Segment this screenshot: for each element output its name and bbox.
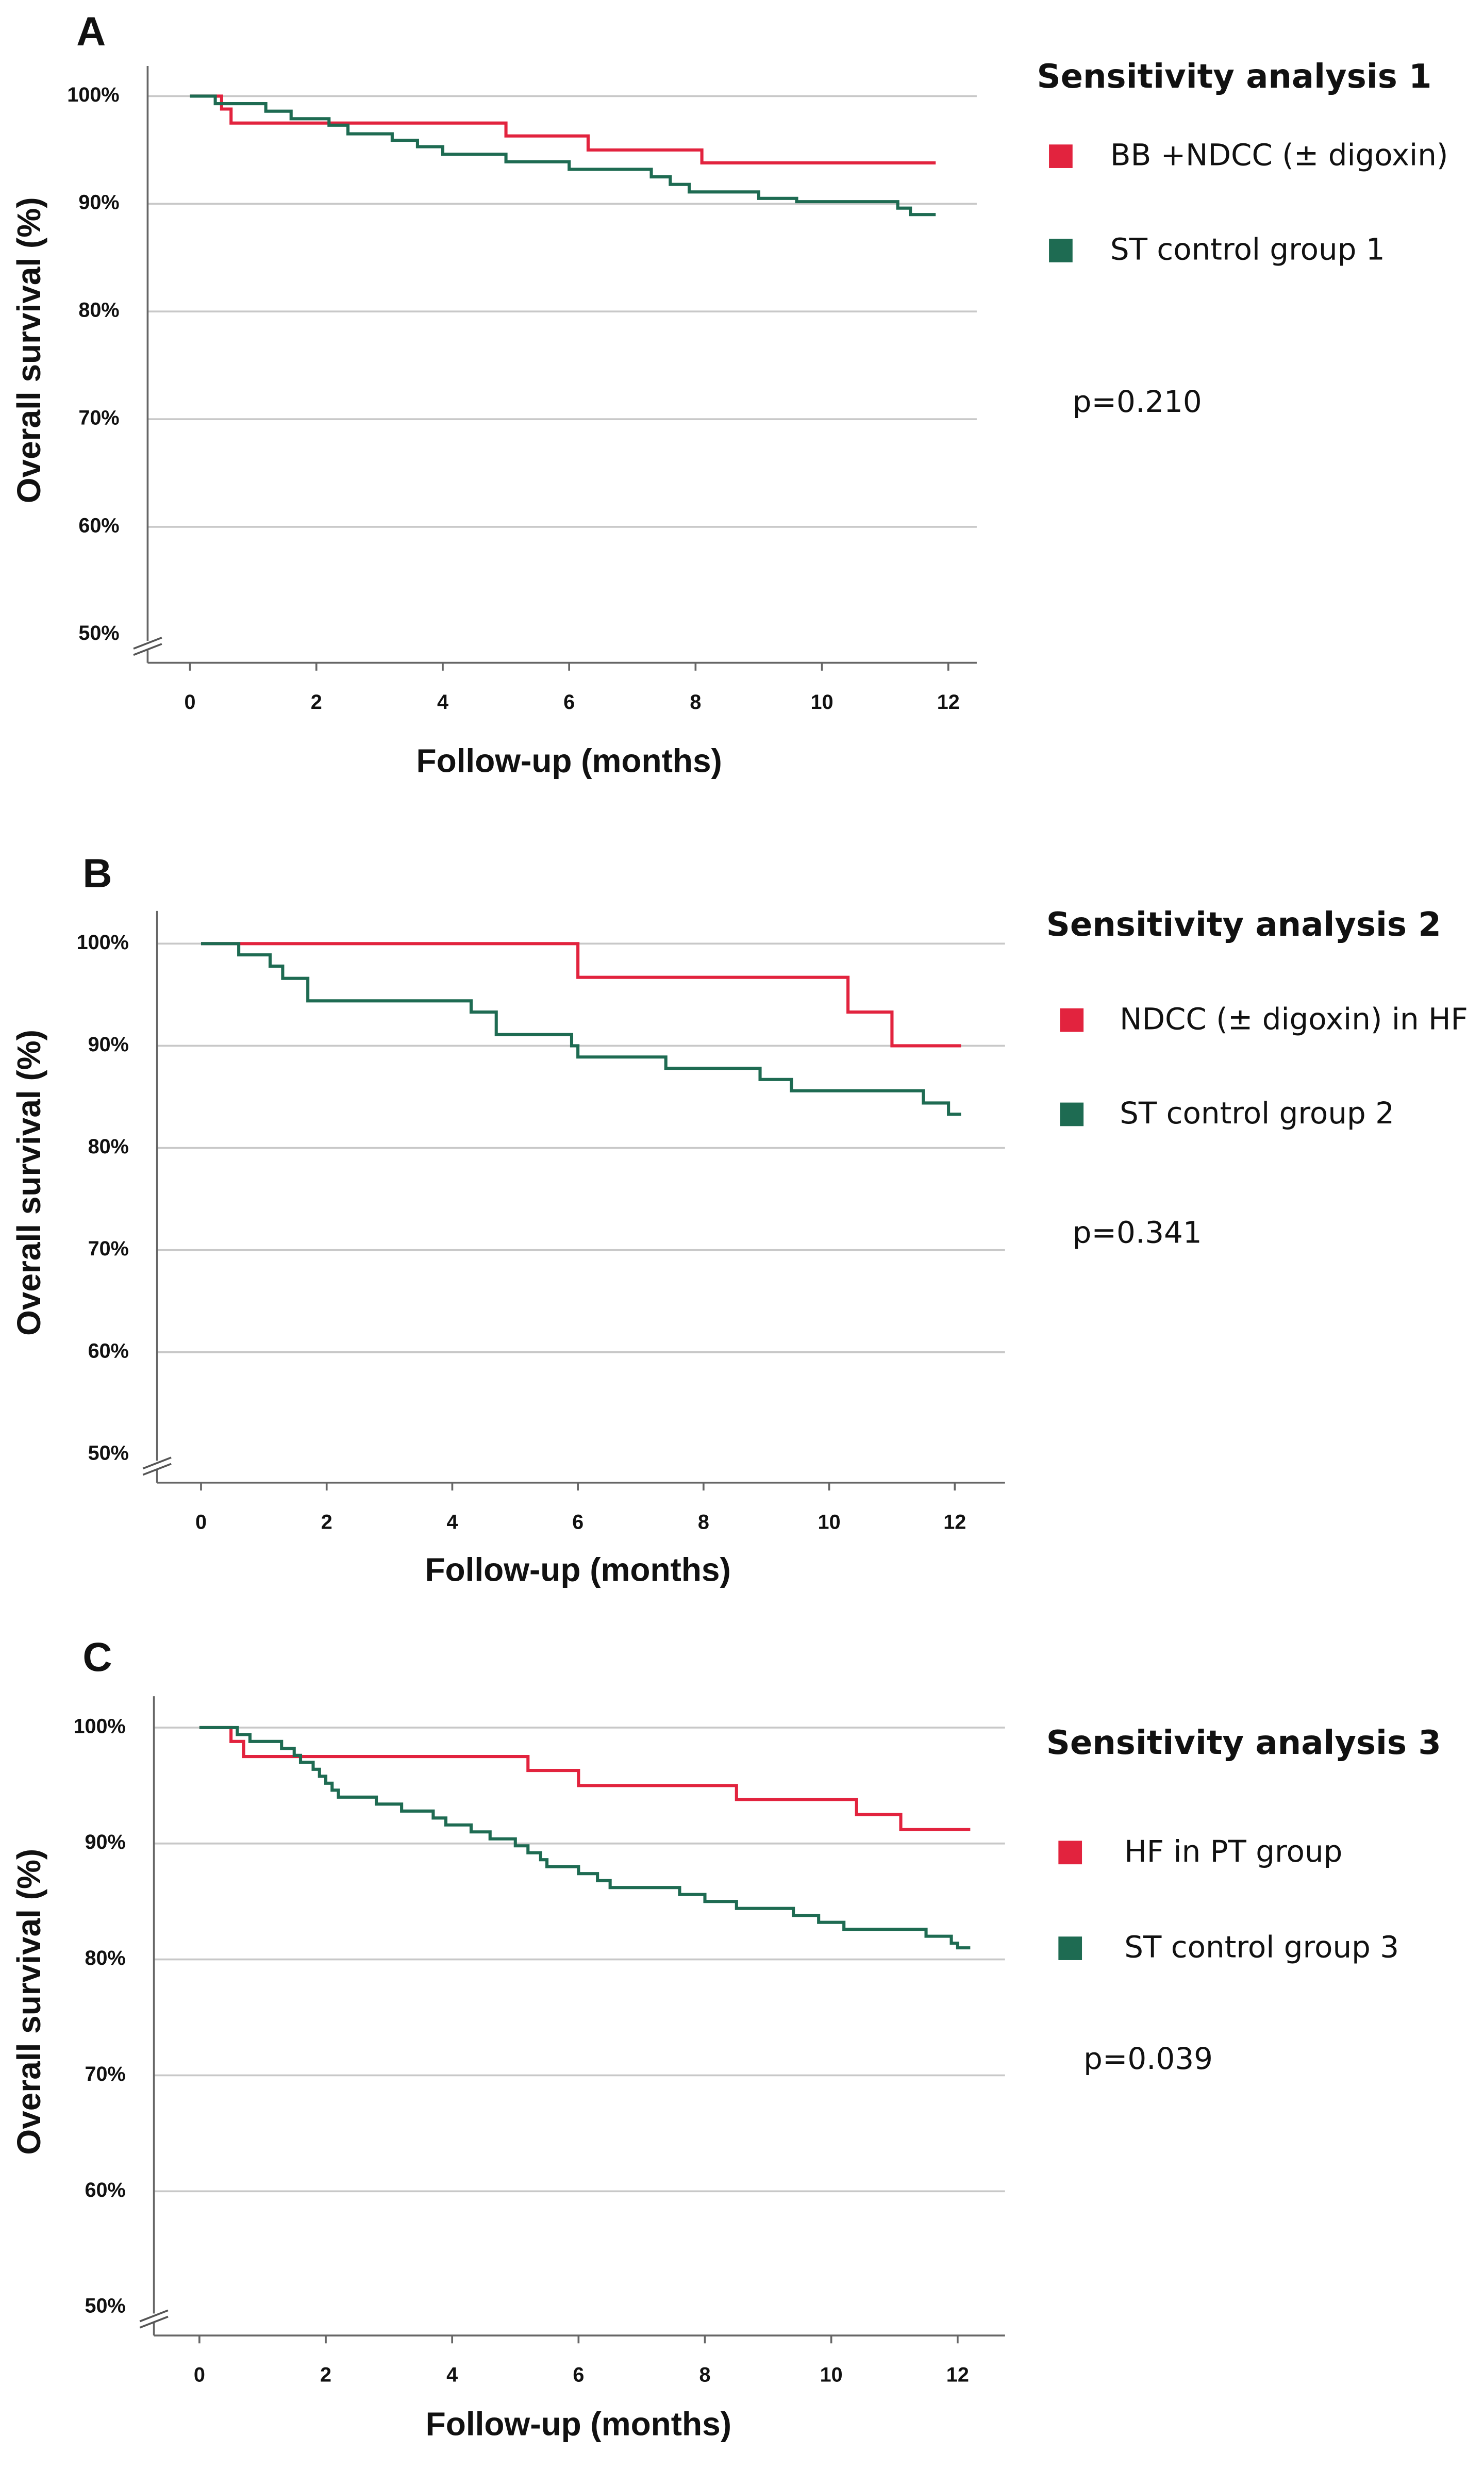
x-tick-label: 6: [572, 1511, 583, 1533]
x-tick-label: 0: [185, 691, 196, 714]
x-tick-label: 2: [321, 1511, 332, 1533]
y-axis-title: Overall survival (%): [10, 1030, 47, 1336]
y-tick-label: 100%: [67, 84, 119, 106]
p-value: p=0.341: [1073, 1215, 1202, 1250]
legend-swatch: [1060, 1102, 1084, 1126]
legend-label: NDCC (± digoxin) in HF: [1120, 1001, 1468, 1036]
x-tick-label: 4: [446, 1511, 458, 1533]
x-axis-title: Follow-up (months): [425, 1551, 730, 1588]
survival-curve: [201, 942, 961, 1116]
y-tick-label: 100%: [77, 931, 129, 954]
y-tick-label: 90%: [88, 1033, 129, 1056]
y-tick-label: 100%: [73, 1715, 125, 1737]
x-tick-label: 12: [946, 2364, 969, 2387]
axis-break: [139, 2315, 169, 2329]
y-tick-label: 70%: [85, 2063, 126, 2085]
legend-label: ST control group 1: [1110, 232, 1385, 267]
x-tick-label: 4: [437, 691, 448, 714]
survival-curve: [201, 942, 961, 1048]
survival-curve: [190, 94, 936, 164]
chart-panel: A 50% 60% 70% 80% 90% 100% 0 2 4 6 8 10 12 Follow-up (…: [10, 8, 1448, 780]
x-tick-label: 12: [937, 691, 960, 714]
y-tick-label: 50%: [88, 1441, 129, 1464]
survival-curve: [190, 94, 936, 217]
panel-label: A: [76, 8, 106, 54]
x-tick-label: 0: [194, 2364, 205, 2387]
legend-title: Sensitivity analysis 2: [1046, 906, 1441, 944]
panel-label: B: [82, 850, 112, 896]
x-tick-label: 10: [820, 2364, 843, 2387]
p-value: p=0.210: [1073, 384, 1202, 419]
y-tick-label: 60%: [88, 1339, 129, 1362]
legend-swatch: [1049, 239, 1073, 262]
survival-curve: [199, 1726, 971, 1831]
y-axis-title: Overall survival (%): [10, 197, 47, 503]
x-axis-title: Follow-up (months): [426, 2406, 731, 2443]
legend-title: Sensitivity analysis 1: [1037, 58, 1432, 96]
y-tick-label: 80%: [78, 299, 119, 322]
y-tick-label: 70%: [88, 1237, 129, 1260]
x-tick-label: 8: [690, 691, 701, 714]
p-value: p=0.039: [1083, 2041, 1213, 2076]
x-tick-label: 8: [698, 1511, 709, 1533]
x-tick-label: 2: [320, 2364, 331, 2387]
y-tick-label: 60%: [78, 514, 119, 537]
x-tick-label: 2: [311, 691, 322, 714]
panel-label: C: [82, 1634, 112, 1680]
y-tick-label: 70%: [78, 406, 119, 429]
y-tick-label: 60%: [85, 2179, 126, 2201]
x-tick-label: 0: [195, 1511, 207, 1533]
axis-break: [142, 1456, 172, 1470]
x-tick-label: 6: [563, 691, 575, 714]
x-tick-label: 6: [573, 2364, 584, 2387]
axis-break: [133, 643, 162, 656]
chart-panel: C 50% 60% 70% 80% 90% 100% 0 2 4 6 8 10 12 Follow-up (…: [10, 1634, 1441, 2443]
x-tick-label: 10: [818, 1511, 841, 1533]
axis-break: [142, 1463, 172, 1476]
y-axis-title: Overall survival (%): [10, 1849, 47, 2155]
y-tick-label: 90%: [78, 191, 119, 214]
legend-title: Sensitivity analysis 3: [1046, 1724, 1441, 1762]
legend-swatch: [1058, 1936, 1082, 1960]
legend-label: BB +NDCC (± digoxin): [1110, 138, 1448, 173]
legend-label: HF in PT group: [1124, 1834, 1342, 1869]
legend-label: ST control group 2: [1120, 1096, 1394, 1131]
chart-panel: B 50% 60% 70% 80% 90% 100% 0 2 4 6 8 10 12 Follow-up (…: [10, 850, 1468, 1588]
x-axis-title: Follow-up (months): [416, 742, 722, 779]
legend-label: ST control group 3: [1124, 1930, 1399, 1965]
x-tick-label: 10: [811, 691, 833, 714]
legend-swatch: [1060, 1008, 1084, 1032]
axis-break: [139, 2309, 169, 2323]
x-tick-label: 8: [699, 2364, 711, 2387]
y-tick-label: 80%: [88, 1135, 129, 1158]
y-tick-label: 90%: [85, 1831, 126, 1853]
x-tick-label: 12: [943, 1511, 966, 1533]
x-tick-label: 4: [446, 2364, 458, 2387]
axis-break: [133, 637, 162, 650]
y-tick-label: 50%: [85, 2295, 126, 2317]
y-tick-label: 50%: [78, 622, 119, 644]
survival-curve: [199, 1726, 971, 1950]
y-tick-label: 80%: [85, 1947, 126, 1969]
legend-swatch: [1049, 144, 1073, 168]
legend-swatch: [1058, 1841, 1082, 1865]
